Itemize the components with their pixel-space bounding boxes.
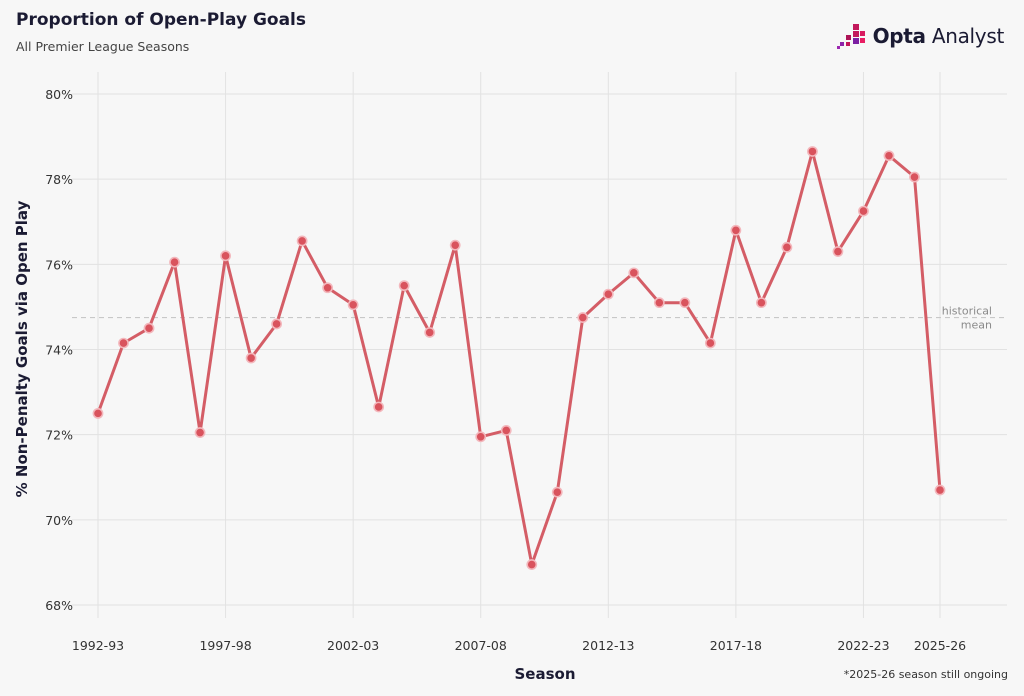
y-tick-label: 76% (45, 257, 73, 272)
data-point (934, 484, 946, 496)
data-point (271, 318, 283, 330)
data-point (602, 288, 614, 300)
y-tick-labels: 68% 70% 72% 74% 76% 78% 80% (45, 87, 73, 613)
x-axis-label: Season (514, 665, 575, 683)
historical-mean-label-line2: mean (961, 319, 992, 332)
vertical-gridlines (97, 72, 941, 618)
x-tick-label: 2022-23 (837, 638, 889, 653)
x-tick-label: 2025-26 (914, 638, 966, 653)
data-point (500, 425, 512, 436)
data-point (704, 337, 716, 349)
x-tick-label: 2007-08 (455, 638, 507, 653)
data-point (245, 352, 257, 364)
data-point (143, 322, 155, 334)
data-point (322, 282, 334, 294)
chart-title: Proportion of Open-Play Goals (16, 10, 306, 30)
footnote: *2025-26 season still ongoing (843, 668, 1008, 681)
data-point (194, 427, 206, 438)
brand-logo: Opta Analyst (836, 22, 1005, 50)
data-point (220, 250, 231, 262)
data-point (92, 407, 104, 419)
y-tick-label: 78% (45, 172, 73, 187)
x-tick-labels: 1992-93 1997-98 2002-03 2007-08 2012-13 2017-… (72, 638, 966, 653)
x-tick-label: 2017-18 (710, 638, 762, 653)
brand-name-bold: Opta (872, 24, 926, 48)
data-point (781, 241, 793, 253)
data-point (858, 205, 869, 217)
y-tick-label: 68% (45, 598, 73, 613)
opta-analyst-logo-icon (836, 24, 865, 49)
data-point (551, 486, 563, 498)
data-point (755, 297, 767, 309)
y-tick-label: 74% (45, 343, 73, 358)
data-point (169, 256, 180, 268)
y-tick-label: 72% (45, 428, 73, 443)
data-point (628, 267, 640, 279)
x-tick-label: 2002-03 (327, 638, 379, 653)
chart-subtitle: All Premier League Seasons (16, 39, 190, 54)
data-point (449, 239, 461, 251)
data-point (807, 146, 818, 157)
x-tick-label: 2012-13 (582, 638, 634, 653)
y-tick-label: 80% (45, 87, 73, 102)
data-point (424, 327, 436, 338)
y-axis-label: % Non-Penalty Goals via Open Play (13, 200, 31, 497)
y-tick-label: 70% (45, 513, 73, 528)
data-point (577, 312, 589, 323)
data-point (883, 150, 895, 162)
data-point (679, 297, 691, 309)
data-point (653, 297, 665, 309)
series-line (96, 150, 942, 566)
series-line-group (96, 150, 942, 566)
data-point (909, 171, 920, 183)
brand-name: Opta Analyst (872, 24, 1005, 48)
data-point (118, 337, 129, 349)
historical-mean-label-line1: historical (942, 305, 992, 318)
data-point (398, 280, 410, 292)
data-point (832, 246, 844, 257)
data-point (475, 431, 487, 443)
brand-name-regular: Analyst (931, 24, 1004, 48)
data-point (347, 299, 359, 311)
data-point (296, 235, 308, 247)
data-point (526, 559, 538, 570)
x-tick-label: 1992-93 (72, 638, 124, 653)
data-point (730, 224, 742, 236)
series-points (92, 146, 946, 570)
data-point (373, 401, 385, 413)
x-tick-label: 1997-98 (199, 638, 251, 653)
